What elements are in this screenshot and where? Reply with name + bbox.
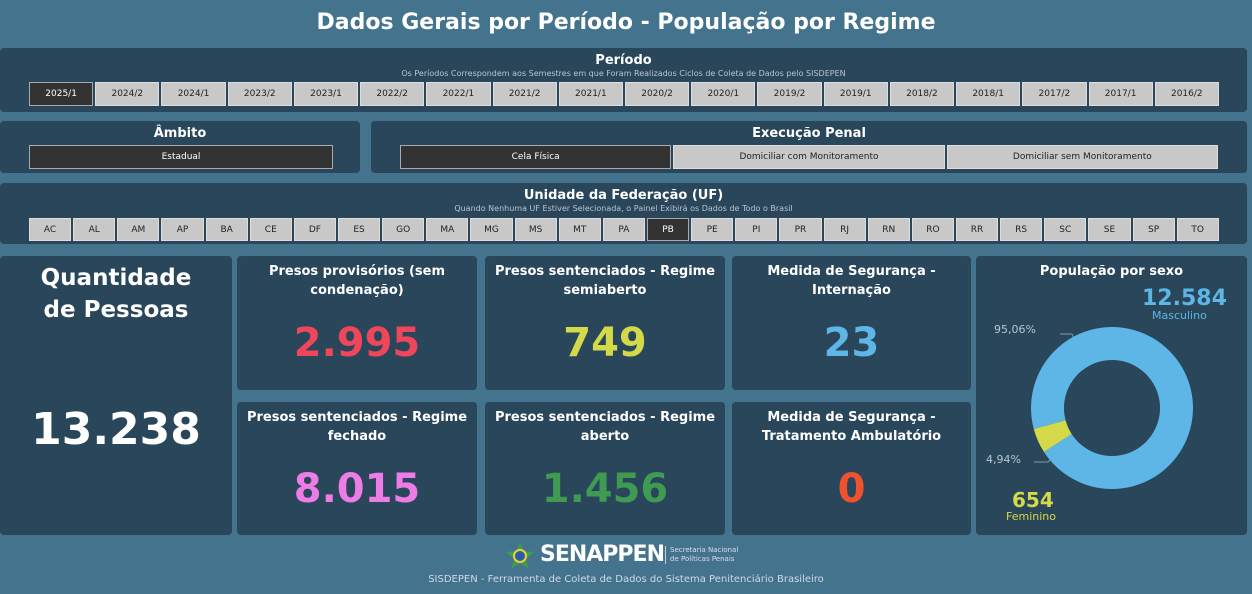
metric-card: Medida de Segurança - Tratamento Ambulat… [732, 402, 971, 535]
uf-option[interactable]: GO [382, 218, 425, 241]
periodo-option[interactable]: 2022/2 [360, 82, 425, 106]
uf-option[interactable]: PI [735, 218, 778, 241]
uf-option[interactable]: PR [779, 218, 822, 241]
uf-option[interactable]: PE [691, 218, 734, 241]
metric-value: 23 [823, 320, 880, 366]
uf-option[interactable]: AM [117, 218, 160, 241]
periodo-title: Período [595, 53, 652, 68]
senappen-logo: SENAPPEN [540, 542, 665, 567]
feminino-label: Feminino [1006, 510, 1056, 523]
uf-option[interactable]: SE [1088, 218, 1131, 241]
uf-option[interactable]: AP [161, 218, 204, 241]
metric-label: Medida de Segurança - Tratamento Ambulat… [761, 410, 942, 444]
execucao-option[interactable]: Domiciliar com Monitoramento [673, 145, 945, 169]
periodo-option[interactable]: 2018/1 [956, 82, 1021, 106]
total-label: Quantidade de Pessoas [40, 265, 192, 323]
metric-value: 2.995 [293, 320, 421, 366]
uf-option[interactable]: RN [867, 218, 910, 241]
ambito-title: Âmbito [153, 126, 207, 141]
total-value: 13.238 [31, 404, 201, 455]
uf-option[interactable]: MA [426, 218, 469, 241]
periodo-option[interactable]: 2020/2 [624, 82, 690, 106]
uf-option[interactable]: RJ [823, 218, 866, 241]
metric-value: 0 [837, 466, 866, 512]
uf-slicer: Unidade da Federação (UF) Quando Nenhuma… [0, 183, 1247, 244]
periodo-slicer: Período Os Períodos Correspondem aos Sem… [0, 48, 1247, 112]
sexo-title: População por sexo [1039, 264, 1184, 279]
metric-card: Presos sentenciados - Regime fechado 8.01… [237, 402, 477, 535]
metric-value: 8.015 [293, 466, 421, 512]
ambito-option[interactable]: Estadual [29, 145, 333, 169]
page-title: Dados Gerais por Período - População por… [316, 10, 936, 35]
uf-option[interactable]: AL [73, 218, 116, 241]
ambito-slicer: Âmbito Estadual [0, 121, 360, 173]
uf-option[interactable]: BA [205, 218, 248, 241]
feminino-pct: 4,94% [986, 453, 1021, 466]
sexo-card: População por sexo 12.584 Masculino 95,0… [976, 256, 1247, 535]
brasao-logo-icon [505, 541, 535, 571]
periodo-option[interactable]: 2022/1 [426, 82, 491, 106]
logo-sub-2: de Políticas Penais [670, 555, 735, 563]
execucao-slicer: Execução Penal Cela Física Domiciliar com… [371, 121, 1247, 173]
periodo-option[interactable]: 2016/2 [1154, 82, 1219, 106]
sexo-donut-chart [1031, 327, 1193, 490]
periodo-option[interactable]: 2019/1 [823, 82, 888, 106]
execucao-option[interactable]: Cela Física [400, 145, 672, 169]
uf-option[interactable]: ES [337, 218, 381, 241]
feminino-slice[interactable] [1033, 420, 1072, 452]
periodo-option[interactable]: 2024/2 [95, 82, 160, 106]
masculino-value: 12.584 [1142, 286, 1227, 311]
metric-label: Presos sentenciados - Regime fechado [246, 410, 468, 444]
uf-title: Unidade da Federação (UF) [523, 188, 724, 203]
total-card: Quantidade de Pessoas 13.238 [0, 256, 232, 535]
metric-label: Medida de Segurança - Internação [767, 264, 936, 298]
metric-card: Presos sentenciados - Regime semiaberto 7… [485, 256, 725, 390]
masculino-label: Masculino [1152, 309, 1207, 322]
periodo-option[interactable]: 2024/1 [161, 82, 226, 106]
uf-option[interactable]: SC [1044, 218, 1087, 241]
metric-label: Presos provisórios (sem condenação) [268, 264, 446, 298]
metric-card: Medida de Segurança - Internação 23 [732, 256, 971, 390]
uf-option[interactable]: RS [1000, 218, 1043, 241]
periodo-option[interactable]: 2020/1 [691, 82, 756, 106]
uf-option[interactable]: AC [29, 218, 72, 241]
periodo-option[interactable]: 2021/2 [492, 82, 557, 106]
periodo-option[interactable]: 2018/2 [889, 82, 955, 106]
periodo-subtitle: Os Períodos Correspondem aos Semestres e… [401, 69, 846, 78]
uf-option[interactable]: MG [470, 218, 513, 241]
uf-option[interactable]: MS [514, 218, 557, 241]
feminino-value: 654 [1012, 488, 1054, 512]
metric-card: Presos sentenciados - Regime aberto 1.456 [485, 402, 725, 535]
periodo-option[interactable]: 2017/2 [1022, 82, 1087, 106]
execucao-option[interactable]: Domiciliar sem Monitoramento [946, 145, 1218, 169]
masculino-slice[interactable] [1031, 327, 1193, 490]
footer-text: SISDEPEN - Ferramenta de Coleta de Dados… [428, 574, 824, 585]
uf-option[interactable]: RO [911, 218, 954, 241]
uf-subtitle: Quando Nenhuma UF Estiver Selecionada, o… [454, 204, 793, 213]
metric-value: 749 [563, 320, 647, 366]
metric-label: Presos sentenciados - Regime aberto [494, 410, 716, 444]
metric-value: 1.456 [541, 466, 669, 512]
execucao-title: Execução Penal [752, 126, 866, 141]
metric-card: Presos provisórios (sem condenação) 2.995 [237, 256, 477, 390]
periodo-option[interactable]: 2023/1 [293, 82, 359, 106]
periodo-option[interactable]: 2021/1 [558, 82, 623, 106]
masculino-pct: 95,06% [994, 323, 1036, 336]
uf-option[interactable]: PA [602, 218, 645, 241]
logo-sub-1: Secretaria Nacional [670, 546, 739, 554]
uf-option[interactable]: CE [249, 218, 292, 241]
periodo-option[interactable]: 2017/1 [1088, 82, 1153, 106]
uf-option[interactable]: PB [646, 218, 690, 241]
periodo-option[interactable]: 2019/2 [757, 82, 822, 106]
uf-option[interactable]: SP [1132, 218, 1175, 241]
uf-option[interactable]: DF [293, 218, 336, 241]
uf-option[interactable]: RR [955, 218, 999, 241]
metric-label: Presos sentenciados - Regime semiaberto [494, 264, 716, 298]
periodo-option[interactable]: 2025/1 [29, 82, 94, 106]
periodo-option[interactable]: 2023/2 [227, 82, 292, 106]
uf-option[interactable]: MT [558, 218, 601, 241]
uf-option[interactable]: TO [1176, 218, 1219, 241]
